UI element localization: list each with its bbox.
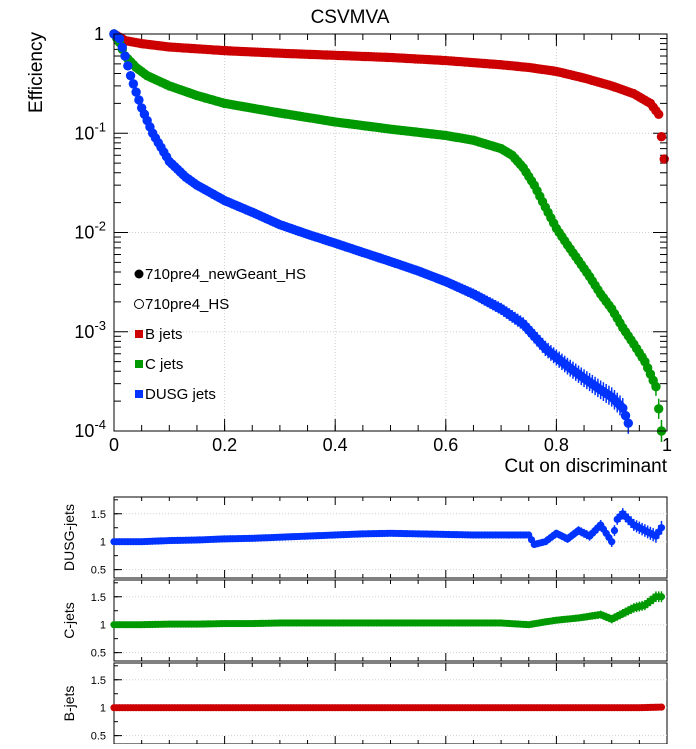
ratio-panel-dusg-jets: 1.5 1 0.5 DUSG-jets — [61, 496, 668, 579]
data-point — [657, 132, 666, 141]
data-point — [134, 95, 144, 105]
ratio-y-axis-label: C-jets — [61, 602, 77, 639]
main-series-markers — [109, 29, 669, 442]
data-point — [115, 34, 124, 43]
y-tick-exponent: -4 — [94, 417, 106, 432]
ratio-panel-c-jets: 1.5 1 0.5 C-jets — [61, 579, 668, 662]
legend-marker-square — [135, 390, 143, 398]
y-tick-exponent: -3 — [94, 318, 106, 333]
ratio-point — [610, 526, 619, 535]
series-dusg-jets — [109, 29, 633, 434]
data-point — [123, 61, 133, 71]
legend-label: 710pre4_newGeant_HS — [145, 266, 306, 283]
data-point — [120, 51, 130, 61]
y-tick-label: 10-1 — [74, 119, 106, 143]
data-point — [651, 382, 661, 391]
ratio-y-tick-label: 0.5 — [91, 648, 106, 660]
ratio-frame — [113, 662, 668, 745]
y-axis-label: Efficiency — [26, 32, 47, 113]
legend-marker-open-circle — [134, 299, 144, 309]
series-c-jets — [109, 29, 667, 442]
x-tick-label: 0.2 — [212, 435, 237, 455]
legend-label: C jets — [145, 356, 183, 373]
ratio-y-axis-label: B-jets — [61, 686, 77, 722]
data-point — [660, 154, 669, 164]
x-tick-label: 0 — [109, 435, 119, 455]
ratio-point — [657, 593, 666, 601]
ratio-y-tick-label: 0.5 — [91, 731, 106, 743]
data-point — [654, 404, 663, 414]
data-point — [624, 418, 633, 428]
ratio-point — [657, 703, 666, 711]
legend-label: 710pre4_HS — [145, 296, 229, 313]
ratio-y-tick-label: 1.5 — [91, 509, 106, 521]
y-tick-label: 10-3 — [74, 318, 106, 342]
x-tick-label: 1 — [662, 435, 672, 455]
y-tick-label: 10-4 — [74, 417, 106, 441]
legend: 710pre4_newGeant_HS 710pre4_HS B jets C jet… — [134, 266, 306, 403]
data-point — [654, 110, 663, 119]
data-point — [118, 43, 127, 52]
data-point — [126, 71, 135, 80]
data-point — [131, 87, 141, 97]
ratio-y-tick-label: 1 — [100, 537, 106, 549]
main-plot-frame — [113, 33, 668, 432]
ratio-y-tick-label: 1 — [100, 703, 106, 715]
ratio-y-axis-label: DUSG-jets — [61, 504, 77, 571]
legend-marker-square — [135, 330, 143, 338]
chart-title: CSVMVA — [311, 7, 390, 28]
ratio-y-tick-label: 1.5 — [91, 675, 106, 687]
main-axis-ticks: 0 0.2 0.4 0.6 0.8 1 10-4 10-3 10-2 10-1 1 — [74, 24, 672, 455]
ratio-panels: 1.5 1 0.5 DUSG-jets 1.5 1 0.5 C-jets 1.5 1 0.5 B-je… — [61, 496, 668, 745]
ratio-point — [657, 524, 666, 532]
x-tick-label: 0.6 — [433, 435, 458, 455]
legend-label: DUSG jets — [145, 386, 216, 403]
y-tick-label: 1 — [94, 24, 104, 44]
ratio-y-tick-label: 1 — [100, 620, 106, 632]
y-tick-exponent: -2 — [94, 219, 106, 234]
legend-marker-square — [135, 360, 143, 368]
ratio-y-tick-label: 1.5 — [91, 592, 106, 604]
data-point — [129, 79, 138, 89]
series-b-jets — [109, 29, 669, 164]
ratio-y-tick-label: 0.5 — [91, 565, 106, 577]
y-tick-label: 10-2 — [74, 219, 106, 243]
x-axis-label: Cut on discriminant — [504, 456, 667, 477]
x-tick-label: 0.4 — [323, 435, 348, 455]
y-tick-exponent: -1 — [94, 119, 106, 134]
legend-label: B jets — [145, 326, 183, 343]
legend-marker-filled-circle — [134, 269, 144, 279]
ratio-panel-b-jets: 1.5 1 0.5 B-jets — [61, 662, 668, 745]
x-tick-label: 0.8 — [544, 435, 569, 455]
ratio-point — [608, 538, 616, 546]
